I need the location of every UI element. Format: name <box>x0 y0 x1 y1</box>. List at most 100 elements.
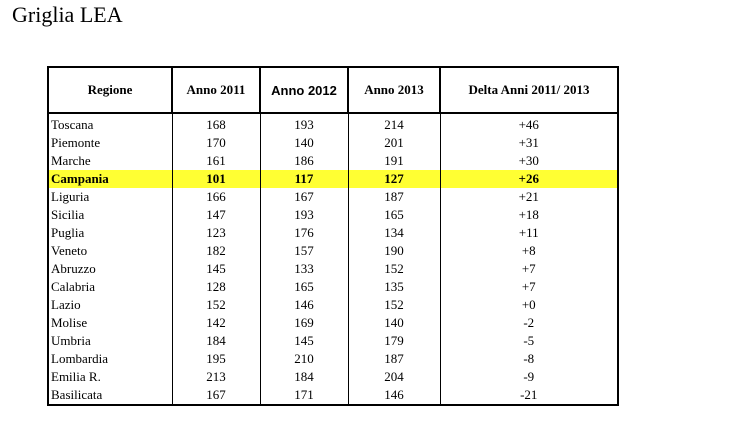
lea-table: Regione Anno 2011 Anno 2012 Anno 2013 De… <box>47 66 619 406</box>
cell-anno-2011: 195 <box>171 350 261 368</box>
cell-anno-2013: 187 <box>347 350 441 368</box>
cell-anno-2011: 166 <box>171 188 261 206</box>
cell-regione: Lazio <box>47 296 173 314</box>
cell-anno-2012: 167 <box>259 188 349 206</box>
cell-anno-2013: 191 <box>347 152 441 170</box>
cell-delta: +46 <box>439 113 619 134</box>
table-row: Liguria 166 167 187 +21 <box>47 188 619 206</box>
cell-regione: Calabria <box>47 278 173 296</box>
cell-delta: -2 <box>439 314 619 332</box>
cell-regione: Abruzzo <box>47 260 173 278</box>
table-row: Emilia R. 213 184 204 -9 <box>47 368 619 386</box>
cell-anno-2012: 210 <box>259 350 349 368</box>
cell-anno-2011: 182 <box>171 242 261 260</box>
cell-anno-2011: 167 <box>171 386 261 406</box>
cell-anno-2013: 135 <box>347 278 441 296</box>
cell-regione: Toscana <box>47 113 173 134</box>
cell-anno-2011: 170 <box>171 134 261 152</box>
cell-regione: Campania <box>47 170 173 188</box>
header-anno-2013: Anno 2013 <box>347 66 441 114</box>
cell-anno-2012: 145 <box>259 332 349 350</box>
cell-anno-2012: 165 <box>259 278 349 296</box>
cell-regione: Basilicata <box>47 386 173 406</box>
cell-anno-2013: 201 <box>347 134 441 152</box>
page-title: Griglia LEA <box>12 2 123 27</box>
cell-delta: +11 <box>439 224 619 242</box>
cell-delta: +26 <box>439 170 619 188</box>
cell-regione: Piemonte <box>47 134 173 152</box>
cell-delta: +31 <box>439 134 619 152</box>
cell-regione: Sicilia <box>47 206 173 224</box>
header-anno-2012: Anno 2012 <box>259 66 349 114</box>
table-row: Sicilia 147 193 165 +18 <box>47 206 619 224</box>
lea-table-container: Regione Anno 2011 Anno 2012 Anno 2013 De… <box>47 66 619 406</box>
cell-anno-2012: 171 <box>259 386 349 406</box>
table-row: Marche 161 186 191 +30 <box>47 152 619 170</box>
cell-regione: Lombardia <box>47 350 173 368</box>
cell-anno-2013: 127 <box>347 170 441 188</box>
table-row: Molise 142 169 140 -2 <box>47 314 619 332</box>
cell-anno-2012: 133 <box>259 260 349 278</box>
table-row: Puglia 123 176 134 +11 <box>47 224 619 242</box>
cell-anno-2012: 193 <box>259 113 349 134</box>
table-row: Toscana 168 193 214 +46 <box>47 113 619 134</box>
cell-delta: +7 <box>439 260 619 278</box>
cell-regione: Veneto <box>47 242 173 260</box>
cell-delta: +21 <box>439 188 619 206</box>
cell-anno-2013: 140 <box>347 314 441 332</box>
cell-anno-2012: 184 <box>259 368 349 386</box>
cell-regione: Umbria <box>47 332 173 350</box>
cell-anno-2012: 186 <box>259 152 349 170</box>
cell-anno-2012: 176 <box>259 224 349 242</box>
cell-regione: Liguria <box>47 188 173 206</box>
cell-anno-2013: 187 <box>347 188 441 206</box>
cell-anno-2011: 142 <box>171 314 261 332</box>
cell-delta: -5 <box>439 332 619 350</box>
cell-anno-2011: 184 <box>171 332 261 350</box>
cell-anno-2013: 204 <box>347 368 441 386</box>
cell-anno-2013: 190 <box>347 242 441 260</box>
cell-anno-2011: 213 <box>171 368 261 386</box>
cell-regione: Marche <box>47 152 173 170</box>
cell-anno-2012: 193 <box>259 206 349 224</box>
cell-delta: +0 <box>439 296 619 314</box>
header-anno-2011: Anno 2011 <box>171 66 261 114</box>
cell-anno-2011: 128 <box>171 278 261 296</box>
table-body: Toscana 168 193 214 +46 Piemonte 170 140 201 +31 M… <box>47 113 619 406</box>
cell-regione: Puglia <box>47 224 173 242</box>
cell-delta: +8 <box>439 242 619 260</box>
cell-anno-2013: 134 <box>347 224 441 242</box>
cell-anno-2011: 147 <box>171 206 261 224</box>
cell-delta: -21 <box>439 386 619 406</box>
table-row: Piemonte 170 140 201 +31 <box>47 134 619 152</box>
cell-regione: Molise <box>47 314 173 332</box>
cell-anno-2013: 165 <box>347 206 441 224</box>
table-row: Basilicata 167 171 146 -21 <box>47 386 619 406</box>
table-row: Calabria 128 165 135 +7 <box>47 278 619 296</box>
cell-anno-2013: 152 <box>347 260 441 278</box>
cell-anno-2012: 169 <box>259 314 349 332</box>
header-row: Regione Anno 2011 Anno 2012 Anno 2013 De… <box>47 66 619 114</box>
header-regione: Regione <box>47 66 173 114</box>
cell-delta: -8 <box>439 350 619 368</box>
header-delta: Delta Anni 2011/ 2013 <box>439 66 619 114</box>
table-header: Regione Anno 2011 Anno 2012 Anno 2013 De… <box>47 66 619 114</box>
table-row: Lazio 152 146 152 +0 <box>47 296 619 314</box>
cell-anno-2012: 117 <box>259 170 349 188</box>
cell-delta: +30 <box>439 152 619 170</box>
cell-anno-2013: 179 <box>347 332 441 350</box>
cell-delta: +7 <box>439 278 619 296</box>
table-row: Lombardia 195 210 187 -8 <box>47 350 619 368</box>
cell-delta: +18 <box>439 206 619 224</box>
table-row: Umbria 184 145 179 -5 <box>47 332 619 350</box>
cell-delta: -9 <box>439 368 619 386</box>
cell-anno-2012: 146 <box>259 296 349 314</box>
cell-anno-2011: 152 <box>171 296 261 314</box>
cell-anno-2011: 123 <box>171 224 261 242</box>
cell-regione: Emilia R. <box>47 368 173 386</box>
table-row: Abruzzo 145 133 152 +7 <box>47 260 619 278</box>
cell-anno-2013: 214 <box>347 113 441 134</box>
cell-anno-2011: 145 <box>171 260 261 278</box>
cell-anno-2012: 157 <box>259 242 349 260</box>
table-row: Veneto 182 157 190 +8 <box>47 242 619 260</box>
